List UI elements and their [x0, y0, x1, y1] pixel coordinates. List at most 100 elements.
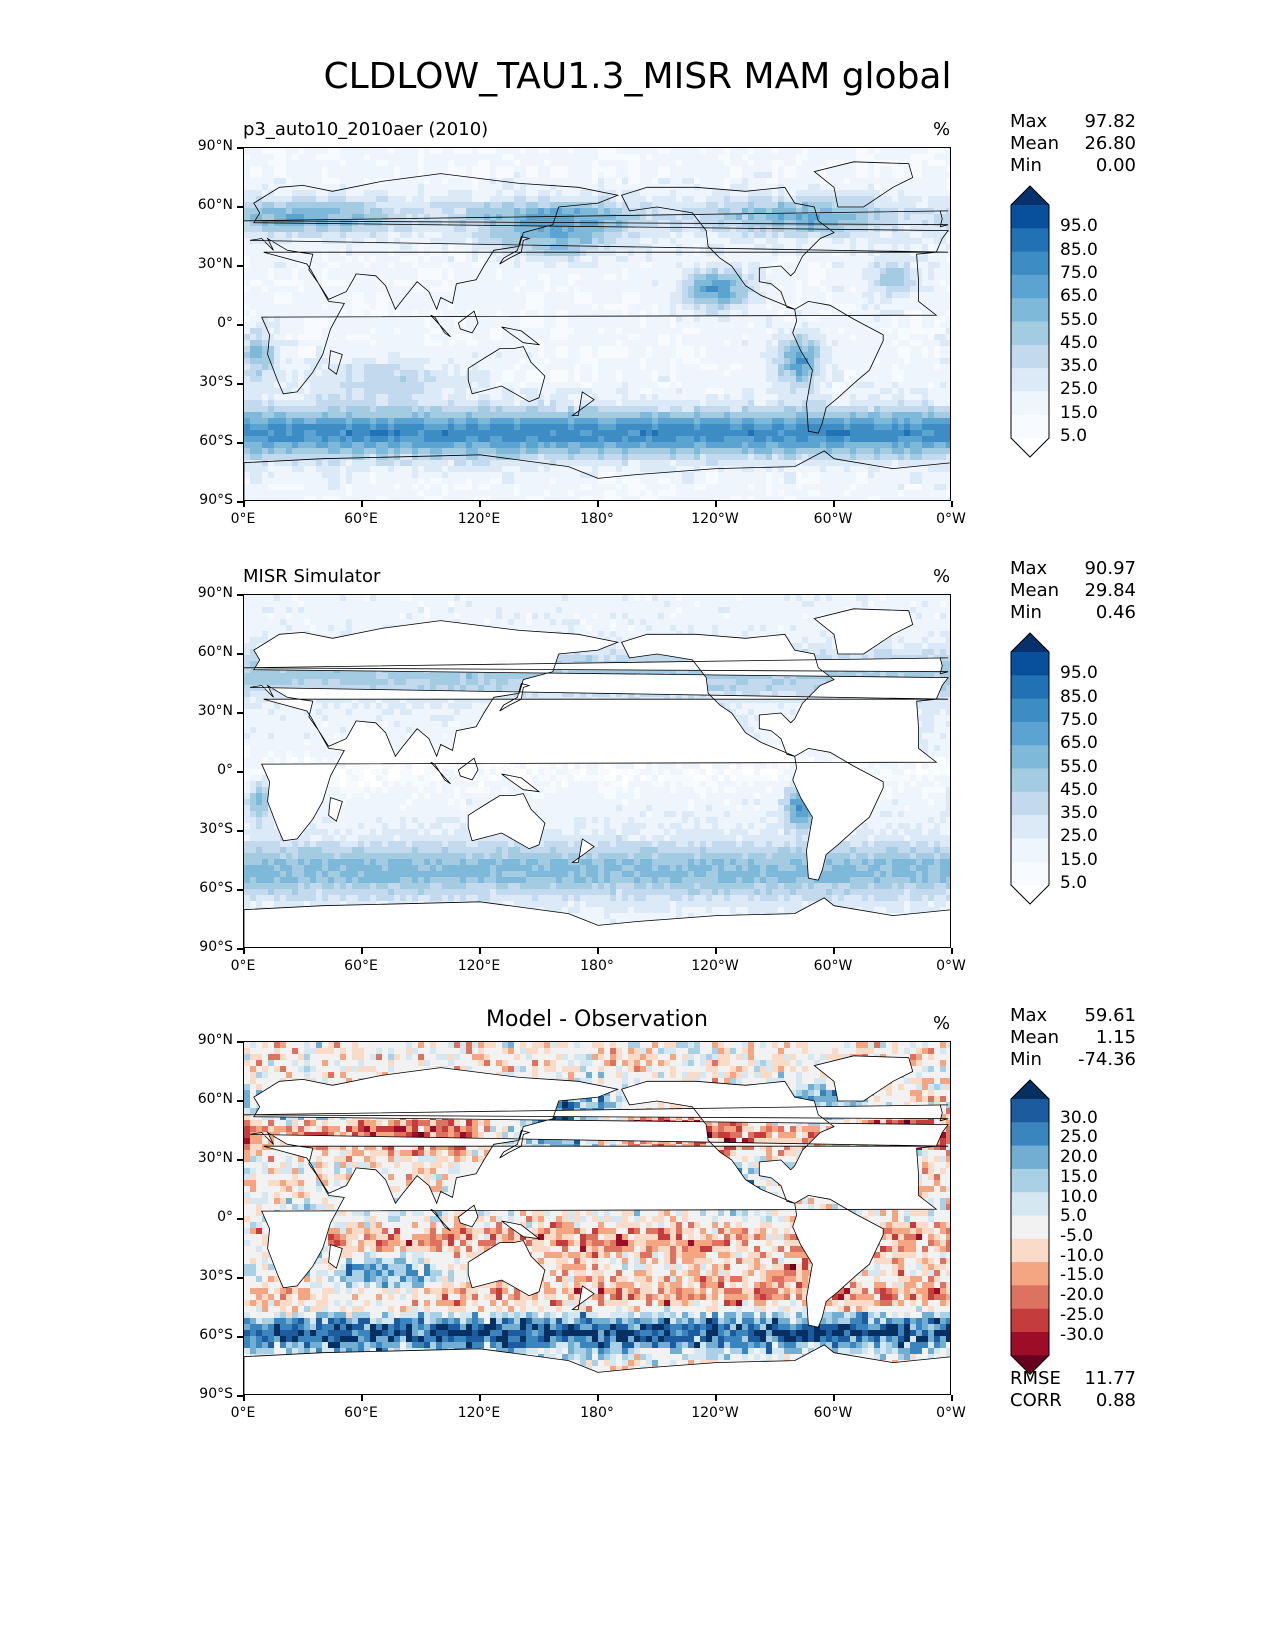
lat-tick-mark	[237, 830, 243, 832]
lon-tick-mark	[361, 948, 363, 954]
lon-tick-mark	[833, 1395, 835, 1401]
lat-tick-label: 30°S	[173, 374, 233, 390]
colorbar-extend-bottom	[1011, 885, 1049, 904]
lon-tick-label: 120°W	[685, 511, 745, 527]
summary-stats: Max 97.82 Mean 26.80 Min 0.00	[1010, 111, 1136, 177]
stat-value: -74.36	[1078, 1049, 1136, 1071]
lon-tick-label: 120°E	[449, 511, 509, 527]
colorbar-tick-label: 45.0	[1060, 333, 1098, 353]
lon-tick-mark	[833, 501, 835, 507]
colorbar-swatch	[1011, 344, 1049, 369]
lat-tick-mark	[237, 948, 243, 950]
lat-tick-label: 90°S	[173, 939, 233, 955]
lat-tick-label: 60°S	[173, 1327, 233, 1343]
colorbar-tick-label: 15.0	[1060, 403, 1098, 423]
lat-tick-label: 30°N	[173, 703, 233, 719]
stat-label: Max	[1010, 1005, 1047, 1027]
colorbar-tick-label: 25.0	[1060, 1127, 1098, 1147]
lon-tick-label: 0°W	[921, 1405, 981, 1421]
lat-tick-label: 90°N	[173, 585, 233, 601]
colorbar-extend-top	[1011, 186, 1049, 205]
lon-tick-mark	[243, 948, 245, 954]
stat-row: RMSE 11.77	[1010, 1368, 1136, 1390]
lat-tick-label: 0°	[173, 762, 233, 778]
lat-tick-mark	[237, 1159, 243, 1161]
lon-tick-label: 0°W	[921, 958, 981, 974]
colorbar-tick-label: 25.0	[1060, 379, 1098, 399]
lat-tick-mark	[237, 1041, 243, 1043]
coastline	[244, 161, 950, 500]
contour-field	[244, 148, 950, 500]
stat-row: Mean 1.15	[1010, 1027, 1136, 1049]
colorbar-swatch	[1011, 1145, 1049, 1170]
lon-tick-mark	[243, 1395, 245, 1401]
colorbar-swatch	[1011, 1192, 1049, 1216]
stat-label: Mean	[1010, 133, 1059, 155]
stat-label: Min	[1010, 1049, 1042, 1071]
colorbar-tick-label: -25.0	[1060, 1305, 1104, 1325]
lon-tick-label: 0°E	[213, 958, 273, 974]
stat-row: Mean 29.84	[1010, 580, 1136, 602]
stat-label: Min	[1010, 155, 1042, 177]
panel-title: p3_auto10_2010aer (2010)	[243, 119, 488, 140]
colorbar-tick-label: 5.0	[1060, 426, 1087, 446]
colorbar-outline	[1010, 632, 1050, 905]
stat-value: 1.15	[1096, 1027, 1136, 1049]
stat-value: 29.84	[1084, 580, 1136, 602]
summary-stats: Max 90.97 Mean 29.84 Min 0.46	[1010, 558, 1136, 624]
lat-tick-label: 60°S	[173, 880, 233, 896]
colorbar-tick-label: 20.0	[1060, 1147, 1098, 1167]
colorbar-tick-label: 35.0	[1060, 356, 1098, 376]
lon-tick-label: 0°W	[921, 511, 981, 527]
lon-tick-label: 60°W	[803, 511, 863, 527]
colorbar-swatch	[1011, 815, 1049, 839]
lat-tick-label: 60°N	[173, 197, 233, 213]
lon-tick-mark	[361, 501, 363, 507]
stat-label: Max	[1010, 558, 1047, 580]
stat-row: Max 59.61	[1010, 1005, 1136, 1027]
colorbar-extend-bottom	[1011, 438, 1049, 457]
stat-value: 90.97	[1084, 558, 1136, 580]
lat-tick-mark	[237, 442, 243, 444]
stat-label: Mean	[1010, 580, 1059, 602]
colorbar-swatch	[1011, 1168, 1049, 1193]
colorbar-extend-top	[1011, 1080, 1049, 1099]
colorbar-swatch	[1011, 1099, 1049, 1123]
colorbar-tick-label: -5.0	[1060, 1226, 1093, 1246]
lat-tick-label: 30°S	[173, 821, 233, 837]
colorbar-outline	[1010, 1079, 1050, 1376]
colorbar-tick-label: 35.0	[1060, 803, 1098, 823]
lat-tick-mark	[237, 1336, 243, 1338]
lon-tick-mark	[243, 501, 245, 507]
colorbar-tick-label: 85.0	[1060, 240, 1098, 260]
lat-tick-label: 30°S	[173, 1268, 233, 1284]
colorbar-swatch	[1011, 274, 1049, 299]
lon-tick-mark	[361, 1395, 363, 1401]
lat-tick-mark	[237, 712, 243, 714]
colorbar-swatch	[1011, 721, 1049, 746]
colorbar-tick-label: 5.0	[1060, 1206, 1087, 1226]
map-plot	[243, 594, 951, 948]
lon-tick-label: 60°W	[803, 1405, 863, 1421]
colorbar-tick-label: 10.0	[1060, 1187, 1098, 1207]
lat-tick-mark	[237, 1395, 243, 1397]
colorbar	[1010, 632, 1050, 905]
stat-label: Mean	[1010, 1027, 1059, 1049]
colorbar-swatch	[1011, 1332, 1049, 1356]
stat-label: RMSE	[1010, 1368, 1061, 1390]
lat-tick-mark	[237, 1218, 243, 1220]
lon-tick-label: 120°E	[449, 958, 509, 974]
lat-tick-mark	[237, 324, 243, 326]
lon-tick-mark	[951, 948, 953, 954]
stat-value: 0.00	[1096, 155, 1136, 177]
map-field	[244, 148, 950, 500]
lon-tick-mark	[951, 501, 953, 507]
map-plot	[243, 1041, 951, 1395]
lon-tick-mark	[597, 948, 599, 954]
lat-tick-mark	[237, 1100, 243, 1102]
colorbar-tick-label: 85.0	[1060, 687, 1098, 707]
lon-tick-mark	[833, 948, 835, 954]
colorbar-extend-top	[1011, 633, 1049, 652]
panel-title: MISR Simulator	[243, 566, 380, 587]
colorbar-swatch	[1011, 745, 1049, 769]
